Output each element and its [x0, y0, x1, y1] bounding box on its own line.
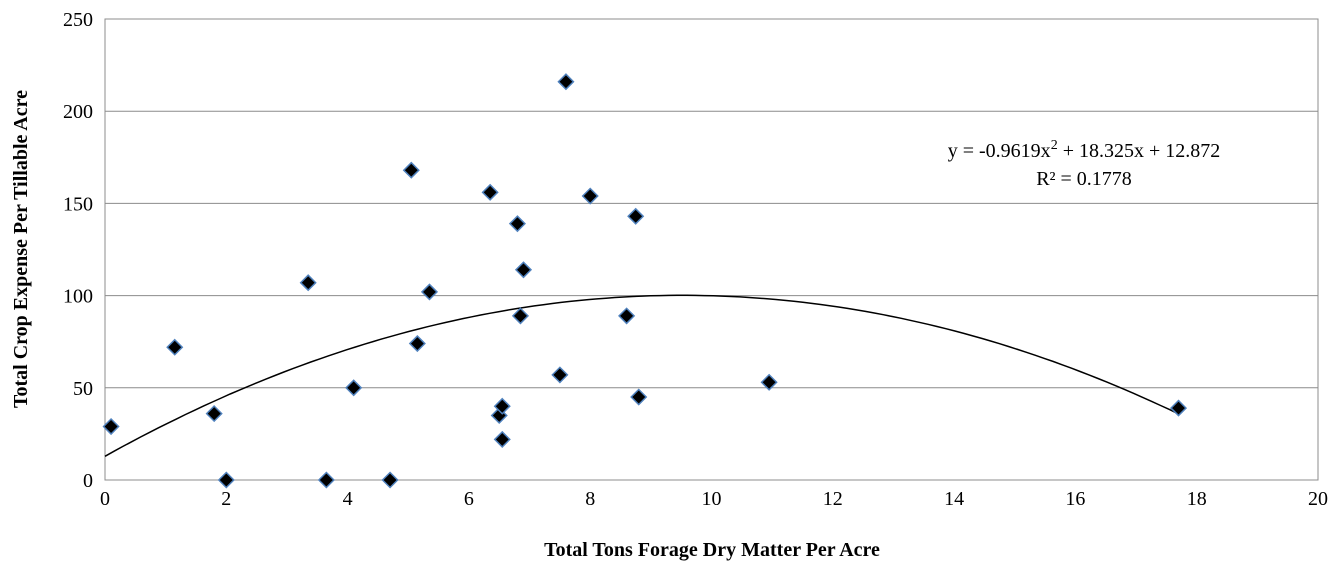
y-tick-label: 200 [63, 101, 93, 123]
data-point [627, 207, 645, 225]
data-point [508, 215, 526, 233]
data-point [217, 471, 235, 489]
y-tick-label: 150 [63, 193, 93, 215]
trendline-equation: y = -0.9619x2 + 18.325x + 12.872 [948, 138, 1221, 162]
x-tick-label: 20 [1308, 488, 1328, 510]
data-point [630, 388, 648, 406]
r-squared-label: R² = 0.1778 [1036, 168, 1132, 190]
data-point [1169, 399, 1188, 417]
data-point [551, 366, 569, 384]
x-axis-title: Total Tons Forage Dry Matter Per Acre [544, 539, 880, 561]
x-tick-label: 16 [1065, 488, 1085, 510]
x-tick-label: 8 [585, 488, 595, 510]
x-tick-label: 2 [221, 488, 231, 510]
data-point [481, 183, 499, 201]
data-point [408, 334, 426, 353]
data-point [760, 373, 778, 391]
trendline [104, 294, 1179, 457]
x-tick-label: 6 [464, 488, 474, 510]
data-point [299, 274, 317, 292]
x-tick-label: 10 [702, 488, 722, 510]
equation-superscript: 2 [1051, 138, 1058, 153]
data-point [557, 73, 575, 91]
y-tick-label: 100 [63, 286, 93, 308]
x-tick-label: 18 [1187, 488, 1207, 510]
data-point [618, 307, 636, 325]
data-point [402, 161, 420, 179]
data-point [514, 261, 533, 279]
x-tick-label: 0 [100, 488, 110, 510]
data-point [493, 397, 511, 415]
data-point [317, 471, 335, 489]
data-point [581, 187, 599, 205]
data-point [511, 307, 530, 325]
y-tick-label: 50 [73, 378, 93, 400]
data-point [205, 405, 223, 423]
data-point [381, 471, 399, 489]
y-tick-label: 250 [63, 9, 93, 31]
data-point [345, 379, 363, 397]
x-tick-label: 4 [343, 488, 353, 510]
x-tick-labels: 0 2 4 6 8 10 12 14 16 18 20 [100, 488, 1328, 510]
gridlines [105, 110, 1318, 389]
x-tick-label: 12 [823, 488, 843, 510]
y-tick-label: 0 [83, 470, 93, 492]
plot-area-frame [104, 18, 1319, 481]
data-point [166, 338, 184, 356]
x-tick-label: 14 [944, 488, 964, 510]
data-point [493, 430, 511, 448]
data-points [102, 73, 1188, 489]
data-point [420, 283, 439, 301]
data-point [102, 417, 120, 436]
y-tick-labels: 0 50 100 150 200 250 [63, 9, 93, 492]
y-axis-title: Total Crop Expense Per Tillable Acre [10, 90, 32, 408]
